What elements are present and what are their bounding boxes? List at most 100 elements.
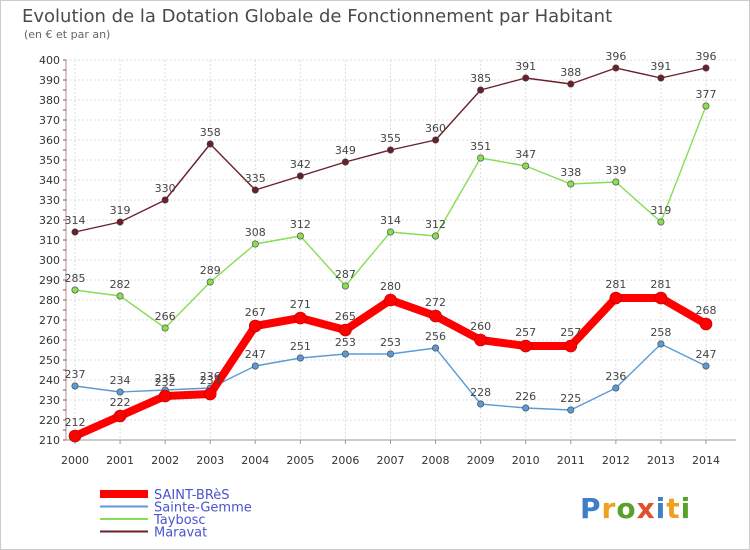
data-label: 236 bbox=[605, 370, 626, 383]
data-point bbox=[612, 64, 620, 72]
y-tick-label: 310 bbox=[39, 234, 60, 247]
data-point bbox=[432, 344, 440, 352]
data-point bbox=[341, 350, 349, 358]
y-tick-label: 230 bbox=[39, 394, 60, 407]
data-point bbox=[474, 333, 487, 347]
data-label: 287 bbox=[335, 268, 356, 281]
data-point bbox=[702, 102, 710, 110]
y-tick-label: 400 bbox=[39, 54, 60, 67]
y-tick-label: 240 bbox=[39, 374, 60, 387]
data-point bbox=[477, 86, 485, 94]
data-point bbox=[477, 400, 485, 408]
data-label: 237 bbox=[65, 368, 86, 381]
y-tick-label: 220 bbox=[39, 414, 60, 427]
data-label: 314 bbox=[65, 214, 86, 227]
data-label: 358 bbox=[200, 126, 221, 139]
data-label: 319 bbox=[650, 204, 671, 217]
data-point bbox=[432, 136, 440, 144]
data-point bbox=[519, 339, 533, 353]
data-point bbox=[113, 409, 127, 423]
x-tick-label: 2013 bbox=[647, 454, 675, 467]
data-point bbox=[206, 140, 214, 148]
data-label: 267 bbox=[245, 306, 266, 319]
data-point bbox=[158, 389, 172, 403]
data-label: 212 bbox=[65, 416, 86, 429]
data-label: 281 bbox=[650, 278, 671, 291]
data-point bbox=[609, 291, 623, 305]
data-point bbox=[116, 388, 124, 396]
data-label: 335 bbox=[245, 172, 266, 185]
y-tick-label: 370 bbox=[39, 114, 60, 127]
data-point bbox=[71, 286, 79, 294]
data-label: 319 bbox=[110, 204, 131, 217]
x-tick-label: 2007 bbox=[376, 454, 404, 467]
x-tick-label: 2006 bbox=[331, 454, 359, 467]
data-label: 258 bbox=[650, 326, 671, 339]
data-point bbox=[384, 293, 397, 307]
data-label: 251 bbox=[290, 340, 311, 353]
data-point bbox=[657, 218, 665, 226]
data-point bbox=[657, 340, 665, 348]
data-point bbox=[68, 429, 82, 443]
data-label: 330 bbox=[155, 182, 176, 195]
y-tick-label: 350 bbox=[39, 154, 60, 167]
y-tick-label: 250 bbox=[39, 354, 60, 367]
x-tick-label: 2012 bbox=[602, 454, 630, 467]
data-label: 314 bbox=[380, 214, 401, 227]
data-point bbox=[251, 362, 259, 370]
data-label: 257 bbox=[515, 326, 536, 339]
y-tick-label: 300 bbox=[39, 254, 60, 267]
x-tick-label: 2011 bbox=[557, 454, 585, 467]
legend-label: Taybosc bbox=[153, 513, 206, 528]
data-label: 391 bbox=[650, 60, 671, 73]
x-tick-label: 2009 bbox=[467, 454, 495, 467]
proxiti-logo: Proxiti bbox=[580, 492, 690, 525]
data-point bbox=[296, 172, 304, 180]
x-tick-label: 2008 bbox=[422, 454, 450, 467]
data-label: 232 bbox=[155, 376, 176, 389]
x-tick-label: 2014 bbox=[692, 454, 720, 467]
data-point bbox=[567, 406, 575, 414]
data-point bbox=[203, 387, 217, 401]
data-point bbox=[296, 354, 304, 362]
data-label: 247 bbox=[245, 348, 266, 361]
data-point bbox=[339, 323, 352, 337]
data-point bbox=[612, 384, 620, 392]
data-label: 280 bbox=[380, 280, 401, 293]
data-label: 236 bbox=[200, 370, 221, 383]
data-label: 308 bbox=[245, 226, 266, 239]
data-label: 235 bbox=[155, 372, 176, 385]
data-label: 233 bbox=[200, 374, 221, 387]
data-label: 271 bbox=[290, 298, 311, 311]
data-point bbox=[702, 64, 710, 72]
data-label: 377 bbox=[695, 88, 716, 101]
data-label: 222 bbox=[110, 396, 131, 409]
data-point bbox=[657, 74, 665, 82]
data-label: 347 bbox=[515, 148, 536, 161]
data-point bbox=[116, 218, 124, 226]
data-point bbox=[71, 228, 79, 236]
y-tick-label: 280 bbox=[39, 294, 60, 307]
plot-area bbox=[66, 60, 736, 440]
data-point bbox=[251, 240, 259, 248]
data-label: 256 bbox=[425, 330, 446, 343]
y-tick-label: 320 bbox=[39, 214, 60, 227]
data-point bbox=[522, 74, 530, 82]
data-point bbox=[386, 146, 394, 154]
data-label: 338 bbox=[560, 166, 581, 179]
data-label: 228 bbox=[470, 386, 491, 399]
data-label: 360 bbox=[425, 122, 446, 135]
y-tick-label: 360 bbox=[39, 134, 60, 147]
data-label: 312 bbox=[290, 218, 311, 231]
x-tick-label: 2005 bbox=[286, 454, 314, 467]
data-point bbox=[522, 404, 530, 412]
data-point bbox=[567, 180, 575, 188]
data-point bbox=[567, 80, 575, 88]
data-label: 312 bbox=[425, 218, 446, 231]
data-point bbox=[341, 282, 349, 290]
data-point bbox=[161, 196, 169, 204]
x-tick-label: 2002 bbox=[151, 454, 179, 467]
y-tick-label: 390 bbox=[39, 74, 60, 87]
